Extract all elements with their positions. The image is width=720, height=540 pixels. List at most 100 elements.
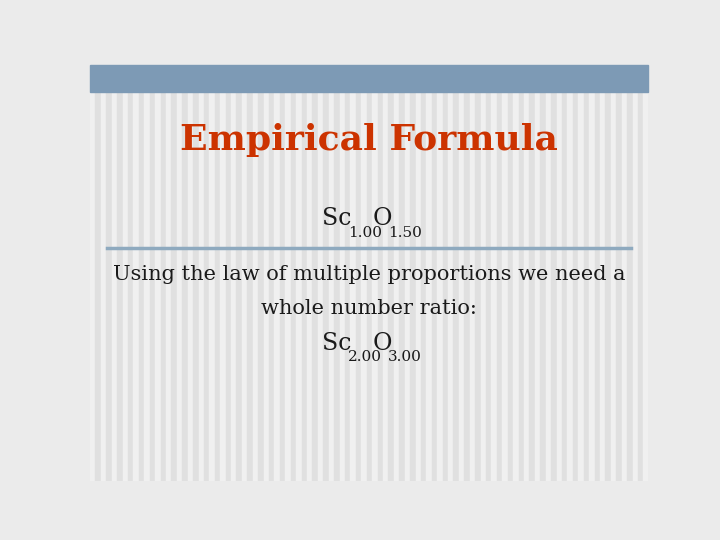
Text: Sc: Sc bbox=[322, 332, 351, 355]
Bar bbox=[225, 65, 231, 481]
Bar bbox=[161, 65, 166, 481]
Text: O: O bbox=[372, 207, 392, 230]
Bar bbox=[513, 65, 518, 481]
Bar bbox=[166, 65, 171, 481]
Bar bbox=[264, 65, 269, 481]
Bar bbox=[557, 65, 562, 481]
Bar bbox=[632, 65, 638, 481]
Bar bbox=[133, 65, 139, 481]
Bar bbox=[193, 65, 199, 481]
Bar bbox=[469, 65, 475, 481]
Text: Using the law of multiple proportions we need a: Using the law of multiple proportions we… bbox=[113, 265, 625, 284]
Bar bbox=[497, 65, 503, 481]
Bar bbox=[573, 65, 578, 481]
Bar bbox=[90, 65, 96, 481]
Bar bbox=[595, 65, 600, 481]
Bar bbox=[508, 65, 513, 481]
Bar bbox=[551, 65, 557, 481]
Bar bbox=[535, 65, 540, 481]
Bar bbox=[144, 65, 150, 481]
Bar bbox=[486, 65, 492, 481]
Bar bbox=[372, 65, 377, 481]
Bar bbox=[285, 65, 291, 481]
Bar bbox=[302, 65, 307, 481]
Bar bbox=[155, 65, 161, 481]
Bar bbox=[529, 65, 535, 481]
Bar bbox=[188, 65, 193, 481]
Bar bbox=[584, 65, 589, 481]
Bar bbox=[627, 65, 632, 481]
Bar bbox=[475, 65, 481, 481]
Bar bbox=[171, 65, 177, 481]
Bar bbox=[405, 65, 410, 481]
Bar bbox=[296, 65, 302, 481]
Bar bbox=[492, 65, 497, 481]
Bar bbox=[351, 65, 356, 481]
Bar bbox=[589, 65, 595, 481]
Bar bbox=[600, 65, 606, 481]
Bar bbox=[231, 65, 236, 481]
Bar bbox=[220, 65, 225, 481]
Bar bbox=[329, 65, 334, 481]
Bar bbox=[432, 65, 437, 481]
Bar bbox=[312, 65, 318, 481]
Bar bbox=[112, 65, 117, 481]
Bar bbox=[638, 65, 644, 481]
Bar bbox=[274, 65, 280, 481]
Bar bbox=[383, 65, 388, 481]
Bar bbox=[377, 65, 383, 481]
Bar bbox=[399, 65, 405, 481]
Bar bbox=[356, 65, 361, 481]
Bar bbox=[388, 65, 394, 481]
Bar bbox=[210, 65, 215, 481]
Bar bbox=[280, 65, 285, 481]
Bar bbox=[415, 65, 421, 481]
Bar bbox=[307, 65, 312, 481]
Bar bbox=[236, 65, 242, 481]
Bar bbox=[253, 65, 258, 481]
Bar bbox=[101, 65, 107, 481]
Bar bbox=[150, 65, 155, 481]
Bar bbox=[410, 65, 415, 481]
Text: Empirical Formula: Empirical Formula bbox=[180, 123, 558, 157]
Bar bbox=[334, 65, 340, 481]
Bar bbox=[258, 65, 264, 481]
Bar bbox=[182, 65, 188, 481]
Bar bbox=[204, 65, 210, 481]
Bar bbox=[546, 65, 551, 481]
Bar bbox=[269, 65, 274, 481]
Bar bbox=[128, 65, 133, 481]
Bar bbox=[90, 65, 648, 92]
Bar bbox=[621, 65, 627, 481]
Bar bbox=[248, 65, 253, 481]
Bar bbox=[107, 65, 112, 481]
Bar bbox=[421, 65, 426, 481]
Text: Sc: Sc bbox=[322, 207, 351, 230]
Bar bbox=[366, 65, 372, 481]
Bar bbox=[540, 65, 546, 481]
Bar bbox=[606, 65, 611, 481]
Bar bbox=[426, 65, 432, 481]
Bar bbox=[394, 65, 399, 481]
Bar bbox=[562, 65, 567, 481]
Bar bbox=[215, 65, 220, 481]
Bar bbox=[518, 65, 524, 481]
Text: O: O bbox=[372, 332, 392, 355]
Bar bbox=[611, 65, 616, 481]
Bar bbox=[503, 65, 508, 481]
Text: 1.00: 1.00 bbox=[348, 226, 382, 240]
Bar bbox=[361, 65, 366, 481]
Bar bbox=[117, 65, 122, 481]
Text: 3.00: 3.00 bbox=[388, 350, 422, 365]
Bar bbox=[96, 65, 101, 481]
Bar bbox=[649, 65, 654, 481]
Bar bbox=[459, 65, 464, 481]
Bar bbox=[122, 65, 128, 481]
Bar bbox=[448, 65, 454, 481]
Bar bbox=[177, 65, 182, 481]
Bar bbox=[481, 65, 486, 481]
Bar bbox=[340, 65, 345, 481]
Bar bbox=[454, 65, 459, 481]
Bar bbox=[323, 65, 329, 481]
Bar bbox=[199, 65, 204, 481]
